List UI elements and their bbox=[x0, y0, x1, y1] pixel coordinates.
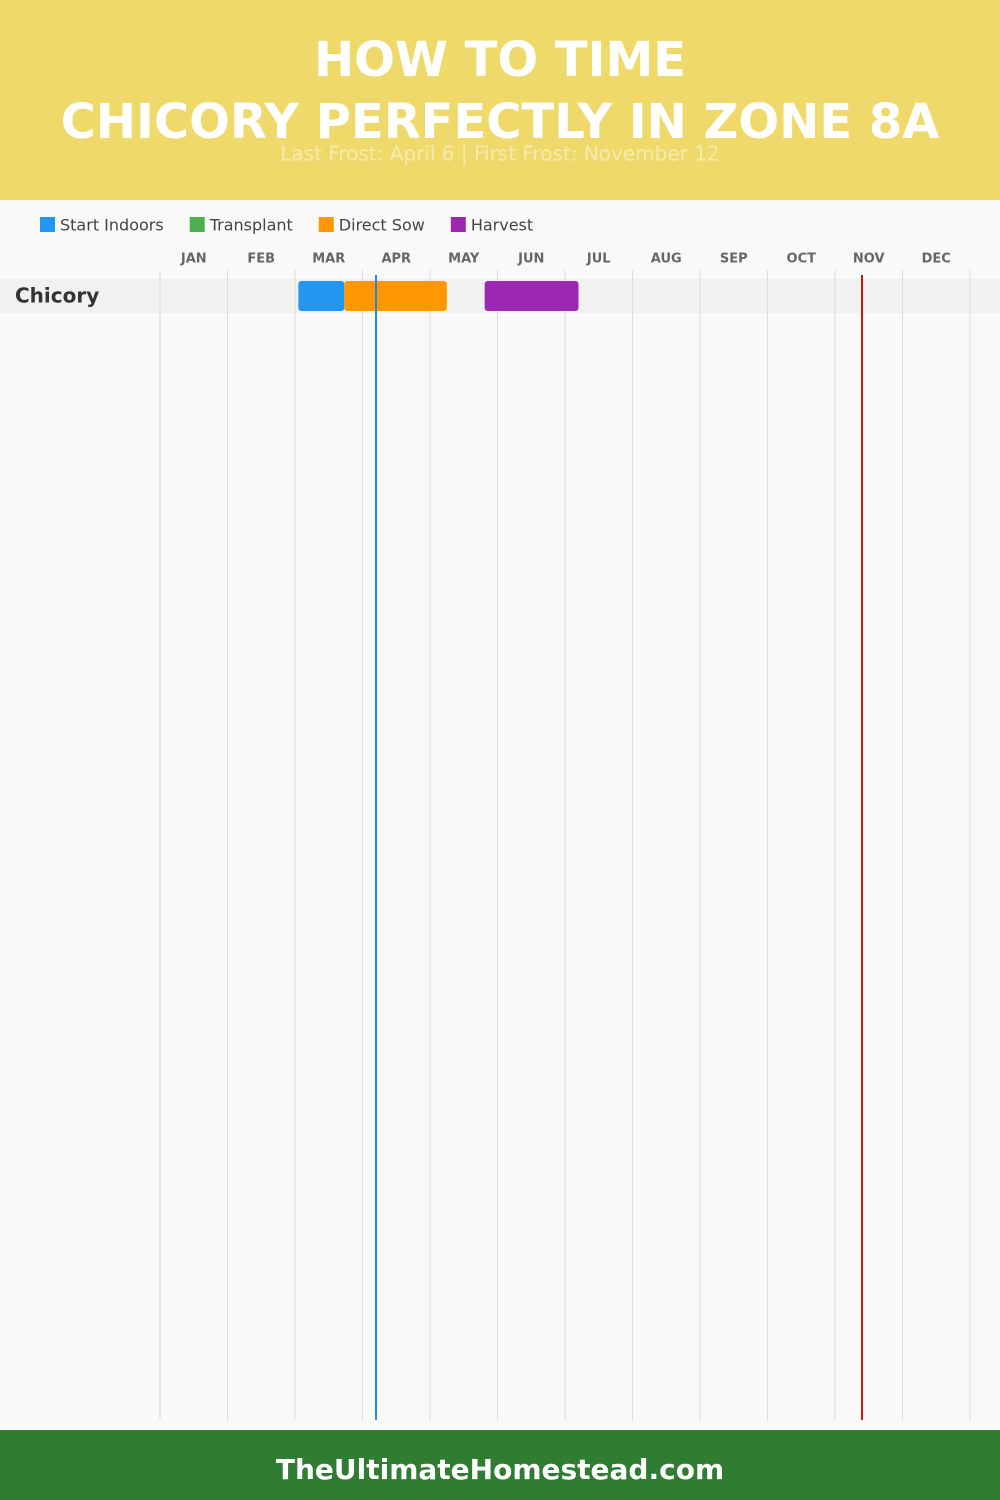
bar bbox=[484, 281, 579, 311]
x-tick-label: SEP bbox=[720, 252, 748, 267]
title-line: HOW TO TIME bbox=[314, 32, 686, 88]
chart-title: HOW TO TIME CHICORY PERFECTLY IN ZONE 8A bbox=[61, 32, 940, 150]
row-label: Chicory bbox=[15, 284, 99, 308]
footer-text: TheUltimateHomestead.com bbox=[276, 1453, 724, 1486]
legend-swatch bbox=[40, 217, 55, 232]
header bbox=[0, 0, 1000, 200]
legend-swatch bbox=[189, 217, 205, 232]
x-tick-label: JAN bbox=[180, 252, 207, 267]
legend-label: Harvest bbox=[471, 216, 533, 235]
x-tick-label: OCT bbox=[787, 252, 817, 267]
x-tick-label: FEB bbox=[247, 252, 275, 267]
legend-label: Start Indoors bbox=[60, 216, 164, 235]
bar bbox=[298, 281, 345, 311]
bar bbox=[344, 281, 447, 311]
legend-swatch bbox=[318, 217, 334, 232]
chart-subtitle: Last Frost: April 6 | First Frost: Novem… bbox=[280, 142, 719, 166]
x-tick-label: JUL bbox=[586, 252, 611, 267]
legend-swatch bbox=[450, 217, 466, 232]
title-line: CHICORY PERFECTLY IN ZONE 8A bbox=[61, 94, 940, 150]
x-tick-label: DEC bbox=[922, 252, 951, 267]
footer bbox=[0, 1430, 1000, 1500]
x-tick-label: MAY bbox=[448, 252, 480, 267]
x-tick-label: APR bbox=[381, 252, 411, 267]
x-tick-label: NOV bbox=[853, 252, 885, 267]
x-tick-label: AUG bbox=[651, 252, 682, 267]
legend-label: Direct Sow bbox=[339, 216, 425, 235]
legend-label: Transplant bbox=[209, 216, 293, 235]
x-tick-label: JUN bbox=[517, 252, 544, 267]
x-tick-label: MAR bbox=[312, 252, 345, 267]
